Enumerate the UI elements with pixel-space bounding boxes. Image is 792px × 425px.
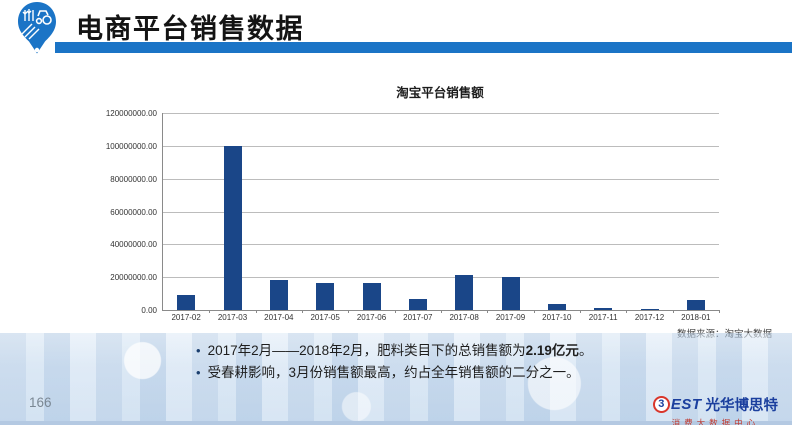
gridline (163, 277, 719, 278)
x-tick-label: 2017-07 (403, 313, 433, 322)
x-tick-label: 2017-04 (264, 313, 294, 322)
y-tick-label: 20000000.00 (110, 273, 157, 282)
y-tick-label: 60000000.00 (110, 208, 157, 217)
bar-2018-01 (686, 300, 705, 310)
x-axis-tick (348, 310, 349, 313)
page-number: 166 (29, 395, 52, 410)
bar-2017-11 (594, 308, 613, 310)
x-tick-label: 2017-03 (217, 313, 248, 322)
x-axis-tick (487, 310, 488, 313)
bar-2017-07 (408, 299, 427, 310)
gridline (163, 244, 719, 245)
bullet-item-1: • 2017年2月——2018年2月，肥料类目下的总销售额为2.19亿元。 (196, 341, 636, 360)
y-tick-label: 120000000.00 (105, 109, 157, 118)
gridline (163, 146, 719, 147)
y-tick-label: 0.00 (141, 306, 157, 315)
best-logo-icon: 3 (652, 396, 670, 413)
brand-name-text: 光华博思特 (705, 398, 779, 414)
bullet-item-2: • 受春耕影响，3月份销售额最高，约占全年销售额的二分之一。 (196, 363, 636, 382)
chart-plot: 120000000.00 100000000.00 80000000.00 60000… (106, 109, 720, 322)
y-tick-label: 100000000.00 (105, 142, 157, 151)
y-tick-label: 40000000.00 (110, 240, 157, 249)
x-axis-tick (719, 310, 720, 313)
bar-2017-02 (177, 295, 196, 310)
brand-est-text: EST (670, 396, 702, 413)
x-axis-tick (580, 310, 581, 313)
x-axis-tick (626, 310, 627, 313)
x-tick-label: 2017-06 (356, 313, 387, 322)
page-title: 电商平台销售数据 (76, 14, 304, 44)
chart-title: 淘宝平台销售额 (396, 86, 484, 100)
x-axis-tick (256, 310, 257, 313)
x-axis-tick (673, 310, 674, 313)
x-axis-tick (209, 310, 210, 313)
x-tick-label: 2017-11 (588, 313, 618, 322)
bullet-text-2: 受春耕影响，3月份销售额最高，约占全年销售额的二分之一。 (207, 365, 580, 380)
bullet-text-1: 2017年2月——2018年2月，肥料类目下的总销售额为2.19亿元。 (207, 343, 593, 358)
bullet-list: • 2017年2月——2018年2月，肥料类目下的总销售额为2.19亿元。 • … (196, 341, 636, 385)
brand-logo: 3 EST 光华博思特 消费大数据中心 (652, 394, 779, 425)
bar-2017-05 (316, 283, 335, 310)
x-tick-label: 2017-08 (449, 313, 479, 322)
bar-2017-09 (501, 277, 520, 310)
y-tick-label: 80000000.00 (110, 175, 157, 184)
x-tick-label: 2017-12 (634, 313, 665, 322)
x-tick-label: 2017-02 (171, 313, 201, 322)
bullet-dot: • (196, 365, 201, 380)
x-tick-label: 2017-10 (542, 313, 572, 322)
x-tick-label: 2018-01 (681, 313, 711, 322)
bar-2017-06 (362, 283, 381, 310)
x-axis-tick (534, 310, 535, 313)
x-axis-tick (395, 310, 396, 313)
bar-2017-12 (640, 309, 659, 310)
brand-logo-row: 3 EST 光华博思特 (652, 394, 779, 415)
gridline (163, 212, 719, 213)
gridline (163, 113, 719, 114)
bar-2017-04 (269, 280, 288, 310)
brand-subtitle-text: 消费大数据中心 (671, 418, 760, 425)
x-tick-label: 2017-09 (495, 313, 526, 322)
bullet-dot: • (196, 343, 201, 358)
farm-pin-logo-icon (18, 2, 56, 54)
x-tick-label: 2017-05 (310, 313, 340, 322)
bottom-edge-strip (0, 421, 792, 425)
gridline (163, 179, 719, 180)
bar-2017-10 (547, 304, 566, 310)
bar-2017-03 (223, 146, 242, 310)
x-axis-tick (441, 310, 442, 313)
x-axis-tick (302, 310, 303, 313)
header-accent-bar (55, 42, 792, 53)
bar-2017-08 (455, 275, 474, 310)
